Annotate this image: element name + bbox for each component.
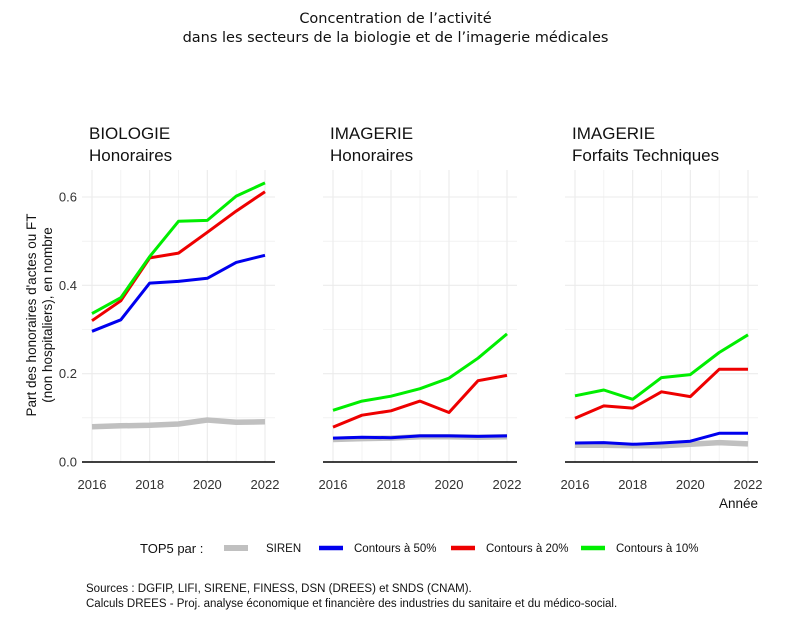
series-line-contours-20- bbox=[332, 373, 508, 429]
x-tick-label: 2018 bbox=[377, 477, 406, 492]
series-line-contours-50- bbox=[332, 434, 508, 440]
series-line-contours-10- bbox=[332, 332, 508, 412]
series-line-contours-20- bbox=[574, 367, 748, 420]
y-tick-label: 0.6 bbox=[59, 190, 77, 205]
series-line-contours-10- bbox=[91, 181, 266, 315]
panel-title-line-2: Honoraires bbox=[330, 146, 413, 165]
x-tick-label: 2016 bbox=[319, 477, 348, 492]
x-tick-label: 2022 bbox=[251, 477, 280, 492]
series-line-contours-50- bbox=[574, 431, 748, 446]
series-line-contours-10- bbox=[574, 333, 749, 401]
x-tick-label: 2018 bbox=[618, 477, 647, 492]
panel-title-line-2: Honoraires bbox=[89, 146, 172, 165]
x-axis-label: Année bbox=[719, 496, 758, 511]
series-line-siren bbox=[575, 439, 749, 449]
legend-title: TOP5 par : bbox=[140, 541, 203, 556]
sources-note: Sources : DGFIP, LIFI, SIRENE, FINESS, D… bbox=[86, 583, 472, 595]
x-tick-label: 2016 bbox=[561, 477, 590, 492]
legend-label-2: Contours à 20% bbox=[486, 543, 568, 555]
y-axis-label-line-1: Part des honoraires d'actes ou FT bbox=[24, 214, 39, 417]
chart-title-line-2: dans les secteurs de la biologie et de l… bbox=[182, 30, 609, 46]
x-tick-label: 2020 bbox=[435, 477, 464, 492]
y-tick-label: 0.2 bbox=[59, 366, 77, 381]
x-tick-label: 2016 bbox=[78, 477, 107, 492]
series-line-contours-20- bbox=[91, 190, 266, 322]
panel-title-line-1: IMAGERIE bbox=[330, 124, 413, 143]
panel-title-line-1: BIOLOGIE bbox=[89, 124, 170, 143]
chart-title-line-1: Concentration de l’activité bbox=[299, 11, 492, 27]
legend-label-1: Contours à 50% bbox=[354, 543, 436, 555]
legend-label-3: Contours à 10% bbox=[616, 543, 698, 555]
y-tick-label: 0.4 bbox=[59, 278, 77, 293]
x-tick-label: 2022 bbox=[734, 477, 763, 492]
legend-label-0: SIREN bbox=[266, 543, 301, 555]
calculs-note: Calculs DREES - Proj. analyse économique… bbox=[86, 598, 618, 610]
y-tick-label: 0.0 bbox=[59, 455, 77, 470]
series-line-siren bbox=[91, 417, 266, 430]
x-tick-label: 2020 bbox=[193, 477, 222, 492]
x-tick-label: 2018 bbox=[135, 477, 164, 492]
panel-title-line-1: IMAGERIE bbox=[572, 124, 655, 143]
panel-title-line-2: Forfaits Techniques bbox=[572, 146, 719, 165]
y-axis-label-line-2: (non hospitaliers), en nombre bbox=[40, 227, 55, 403]
x-tick-label: 2022 bbox=[493, 477, 522, 492]
x-tick-label: 2020 bbox=[676, 477, 705, 492]
series-line-contours-50- bbox=[91, 253, 266, 333]
